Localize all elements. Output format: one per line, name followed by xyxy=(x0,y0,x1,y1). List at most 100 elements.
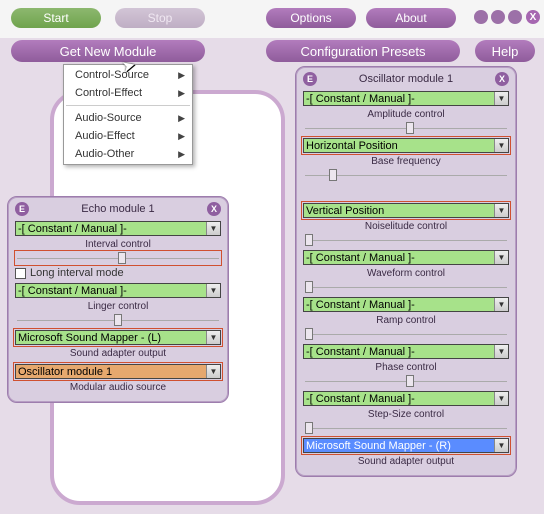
param-label: Interval control xyxy=(13,238,223,250)
param-label: Amplitude control xyxy=(301,108,511,120)
stop-button[interactable]: Stop xyxy=(115,8,205,28)
chevron-down-icon: ▼ xyxy=(206,365,220,378)
echo-module-panel: E Echo module 1 X -[ Constant / Manual ]… xyxy=(7,196,229,403)
minimize-icon[interactable] xyxy=(474,10,488,24)
param-slider[interactable] xyxy=(305,423,507,433)
dropdown-value: Microsoft Sound Mapper - (R) xyxy=(306,440,451,452)
module-close-icon[interactable]: X xyxy=(495,72,509,86)
param-block: -[ Constant / Manual ]- ▼ Amplitude contro… xyxy=(301,89,511,133)
module-context-menu: Control-Source▶Control-Effect▶ Audio-Sour… xyxy=(63,64,193,165)
help-button[interactable]: Help xyxy=(475,40,535,62)
module-expand-icon[interactable]: E xyxy=(15,202,29,216)
dropdown-value: -[ Constant / Manual ]- xyxy=(306,93,415,105)
param-label: Step-Size control xyxy=(301,408,511,420)
close-icon[interactable]: X xyxy=(526,10,540,24)
param-block: -[ Constant / Manual ]-▼ Waveform control xyxy=(301,248,511,292)
param-dropdown[interactable]: -[ Constant / Manual ]- ▼ xyxy=(303,344,509,359)
dropdown-value: Vertical Position xyxy=(306,205,384,217)
param-block: Microsoft Sound Mapper - (L)▼ Sound adapt… xyxy=(13,328,223,359)
menu-separator xyxy=(66,105,190,106)
param-dropdown[interactable]: -[ Constant / Manual ]-▼ xyxy=(15,221,221,236)
dropdown-highlight: Oscillator module 1▼ xyxy=(13,362,223,381)
slider-thumb[interactable] xyxy=(118,252,126,264)
dropdown-value: Horizontal Position xyxy=(306,140,398,152)
param-dropdown[interactable]: Vertical Position▼ xyxy=(303,203,509,218)
param-block: -[ Constant / Manual ]-▼Ramp control xyxy=(301,295,511,339)
dropdown-value: -[ Constant / Manual ]- xyxy=(306,346,415,358)
param-label: Phase control xyxy=(301,361,511,373)
dropdown-highlight: Microsoft Sound Mapper - (R)▼ xyxy=(301,436,511,455)
config-presets-button[interactable]: Configuration Presets xyxy=(266,40,460,62)
slider-thumb[interactable] xyxy=(305,234,313,246)
param-slider[interactable] xyxy=(305,123,507,133)
options-button[interactable]: Options xyxy=(266,8,356,28)
dropdown-highlight: -[ Constant / Manual ]-▼ xyxy=(13,219,223,238)
module-expand-icon[interactable]: E xyxy=(303,72,317,86)
param-slider[interactable] xyxy=(17,315,219,325)
dropdown-value: Microsoft Sound Mapper - (L) xyxy=(18,332,161,344)
dropdown-value: -[ Constant / Manual ]- xyxy=(306,299,415,311)
param-slider[interactable] xyxy=(305,235,507,245)
slider-thumb[interactable] xyxy=(329,169,337,181)
param-label: Modular audio source xyxy=(13,381,223,393)
param-slider[interactable] xyxy=(305,329,507,339)
param-slider[interactable] xyxy=(305,376,507,386)
slider-thumb[interactable] xyxy=(406,122,414,134)
chevron-down-icon: ▼ xyxy=(494,345,508,358)
param-block: Vertical Position▼Noiselitude control xyxy=(301,201,511,245)
checkbox-row: Long interval mode xyxy=(13,266,223,281)
param-dropdown[interactable]: -[ Constant / Manual ]-▼ xyxy=(303,250,509,265)
restore-icon[interactable] xyxy=(491,10,505,24)
param-dropdown[interactable]: -[ Constant / Manual ]- ▼ xyxy=(303,297,509,312)
chevron-down-icon: ▼ xyxy=(494,92,508,105)
submenu-arrow-icon: ▶ xyxy=(178,70,185,81)
dropdown-highlight: -[ Constant / Manual ]-▼ xyxy=(301,248,511,267)
param-dropdown[interactable]: -[ Constant / Manual ]-▼ xyxy=(15,283,221,298)
param-dropdown[interactable]: -[ Constant / Manual ]- ▼ xyxy=(303,91,509,106)
slider-thumb[interactable] xyxy=(305,328,313,340)
dropdown-value: -[ Constant / Manual ]- xyxy=(306,393,415,405)
param-dropdown[interactable]: Oscillator module 1▼ xyxy=(15,364,221,379)
slider-thumb[interactable] xyxy=(305,281,313,293)
param-slider[interactable] xyxy=(305,170,507,180)
dropdown-value: -[ Constant / Manual ]- xyxy=(18,223,127,235)
checkbox[interactable] xyxy=(15,268,26,279)
param-dropdown[interactable]: -[ Constant / Manual ]-▼ xyxy=(303,391,509,406)
param-dropdown[interactable]: Horizontal Position▼ xyxy=(303,138,509,153)
param-slider[interactable] xyxy=(17,253,219,263)
submenu-arrow-icon: ▶ xyxy=(178,131,185,142)
param-block: -[ Constant / Manual ]-▼ Step-Size contro… xyxy=(301,389,511,433)
chevron-down-icon: ▼ xyxy=(494,298,508,311)
menu-item[interactable]: Control-Source▶ xyxy=(65,66,191,84)
dropdown-highlight: Vertical Position▼ xyxy=(301,201,511,220)
param-block: -[ Constant / Manual ]-▼Linger control xyxy=(13,281,223,325)
dropdown-highlight: Horizontal Position▼ xyxy=(301,136,511,155)
param-dropdown[interactable]: Microsoft Sound Mapper - (R)▼ xyxy=(303,438,509,453)
menu-item[interactable]: Audio-Effect▶ xyxy=(65,127,191,145)
module-title: Oscillator module 1 xyxy=(359,73,453,85)
param-label: Sound adapter output xyxy=(13,347,223,359)
maximize-icon[interactable] xyxy=(508,10,522,24)
param-block: Horizontal Position▼Base frequency xyxy=(301,136,511,180)
param-block: -[ Constant / Manual ]-▼ Interval control xyxy=(13,219,223,263)
slider-thumb[interactable] xyxy=(406,375,414,387)
menu-item[interactable]: Audio-Other▶ xyxy=(65,145,191,163)
param-dropdown[interactable]: Microsoft Sound Mapper - (L)▼ xyxy=(15,330,221,345)
dropdown-highlight: -[ Constant / Manual ]-▼ xyxy=(13,281,223,300)
menu-item[interactable]: Control-Effect▶ xyxy=(65,84,191,102)
slider-thumb[interactable] xyxy=(114,314,122,326)
param-block: Oscillator module 1▼ Modular audio source xyxy=(13,362,223,393)
param-slider[interactable] xyxy=(305,282,507,292)
start-button[interactable]: Start xyxy=(11,8,101,28)
menu-item[interactable]: Audio-Source▶ xyxy=(65,109,191,127)
module-title: Echo module 1 xyxy=(81,203,154,215)
param-label: Sound adapter output xyxy=(301,455,511,467)
about-button[interactable]: About xyxy=(366,8,456,28)
chevron-down-icon: ▼ xyxy=(494,251,508,264)
module-close-icon[interactable]: X xyxy=(207,202,221,216)
param-label: Waveform control xyxy=(301,267,511,279)
submenu-arrow-icon: ▶ xyxy=(178,113,185,124)
get-new-module-button[interactable]: Get New Module xyxy=(11,40,205,62)
slider-thumb[interactable] xyxy=(305,422,313,434)
dropdown-highlight: -[ Constant / Manual ]- ▼ xyxy=(301,342,511,361)
